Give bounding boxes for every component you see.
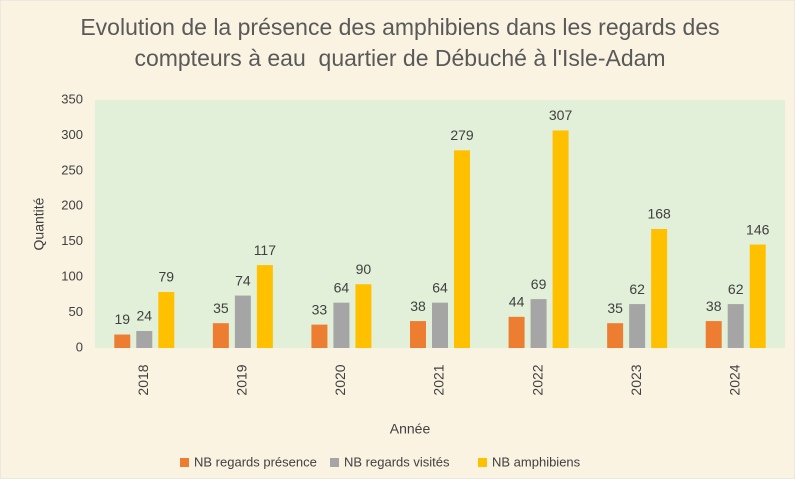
data-label: 35 [213,300,229,316]
data-label: 90 [356,261,372,277]
y-tick-label: 0 [76,339,83,354]
data-label: 19 [114,311,130,327]
x-tick-label: 2018 [135,364,151,395]
legend-label: NB regards visités [344,454,450,469]
legend-swatch [180,458,189,467]
data-label: 62 [728,281,744,297]
y-tick-label: 50 [69,304,83,319]
data-label: 64 [432,279,448,295]
legend-label: NB regards présence [194,454,317,469]
data-label: 117 [254,242,277,258]
bar [629,304,646,348]
data-label: 38 [410,298,426,314]
bar [508,316,525,348]
legend-label: NB amphibiens [492,454,581,469]
chart-title: Evolution de la présence des amphibiens … [80,14,720,71]
data-label: 307 [549,107,573,123]
bar [114,334,131,348]
bar [454,150,470,348]
data-label: 38 [706,298,722,314]
data-label: 33 [312,301,328,317]
x-tick-label: 2021 [431,364,447,395]
y-tick-label: 350 [61,91,83,106]
data-label: 168 [647,206,671,222]
x-tick-label: 2020 [332,364,348,395]
bar [705,321,722,348]
data-label: 279 [450,127,474,143]
bar [727,304,744,348]
x-tick-label: 2019 [234,364,250,395]
legend-swatch [330,458,339,467]
x-tick-label: 2022 [529,364,545,395]
bar [256,265,273,348]
data-label: 24 [136,308,152,324]
bar [410,321,426,348]
x-tick-label: 2023 [628,364,644,395]
bar [333,302,350,348]
title-box: Evolution de la présence des amphibiens … [80,14,720,71]
y-tick-label: 150 [61,233,83,248]
bar [355,284,372,348]
x-axis-title: Année [390,421,431,437]
bar [311,324,328,348]
x-tick-label: 2024 [726,364,742,395]
data-label: 74 [235,272,251,288]
bar [651,228,668,348]
bar [158,292,175,348]
data-label: 35 [607,300,623,316]
data-label: 79 [158,269,174,285]
y-axis-title: Quantité [31,197,47,250]
bar [136,330,153,348]
y-tick-label: 100 [61,269,83,284]
data-label: 146 [746,221,770,237]
bar [234,295,251,348]
bar [607,323,624,348]
y-tick-label: 300 [61,127,83,142]
bar [432,302,448,348]
bar [552,130,569,348]
data-label: 44 [509,294,525,310]
bar [212,323,229,348]
bar [530,299,547,348]
bar [749,244,766,348]
legend-swatch [478,458,487,467]
data-label: 62 [629,281,645,297]
y-tick-label: 200 [61,198,83,213]
data-label: 69 [531,276,547,292]
y-tick-label: 250 [61,162,83,177]
data-label: 64 [334,279,350,295]
